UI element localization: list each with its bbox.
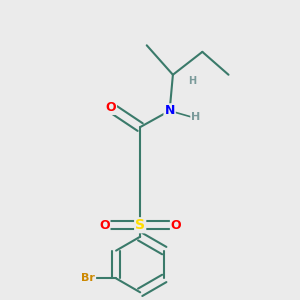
Text: O: O: [171, 219, 181, 232]
Text: O: O: [105, 101, 116, 114]
Text: N: N: [164, 104, 175, 117]
Text: H: H: [191, 112, 200, 122]
Text: S: S: [135, 218, 145, 232]
Text: Br: Br: [81, 273, 95, 284]
Text: O: O: [99, 219, 110, 232]
Text: H: H: [188, 76, 196, 86]
